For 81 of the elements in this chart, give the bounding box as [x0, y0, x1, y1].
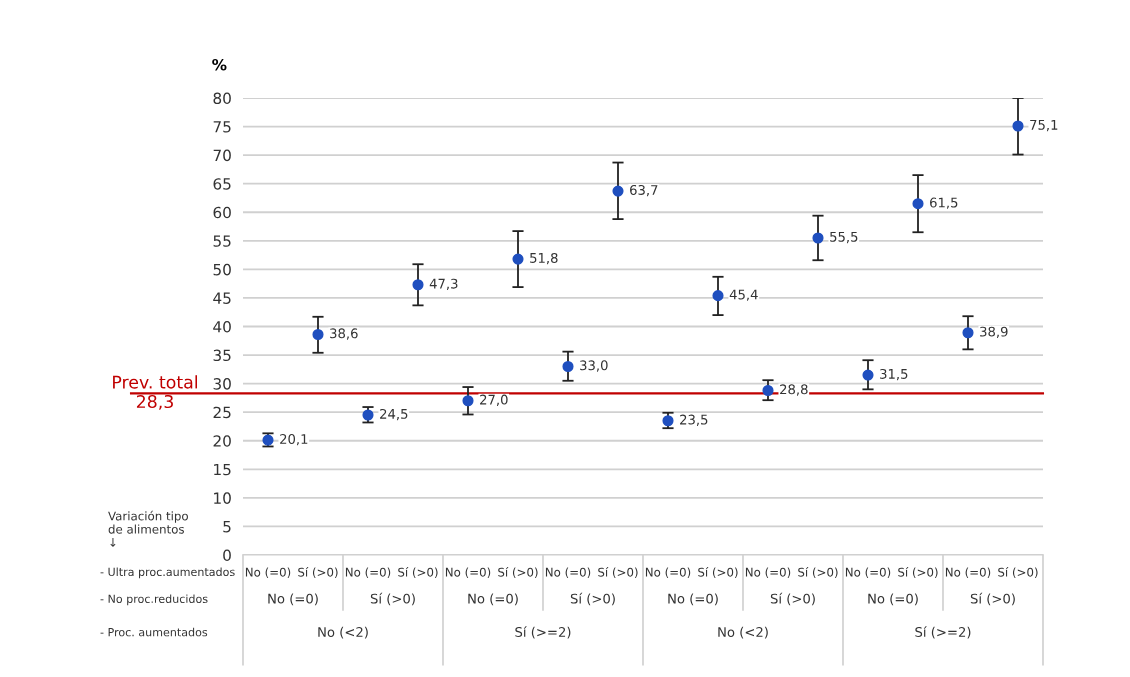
- text: Variación tipo de alimentos ↓: [108, 510, 188, 547]
- text: No (<2): [318, 626, 368, 639]
- x-tick-label: No (=0): [945, 567, 991, 579]
- y-tick-label: 80: [213, 92, 231, 105]
- data-label: 61,5: [930, 197, 958, 209]
- x-tick-label: Sí (>0): [998, 567, 1038, 579]
- data-label: 75,1: [1030, 120, 1058, 132]
- y-tick-label: 35: [213, 349, 231, 362]
- x-tick-label: No (=0): [545, 567, 591, 579]
- x-tick-label: Sí (>0): [598, 567, 638, 579]
- y-axis-title: %: [212, 58, 227, 71]
- text: Sí (>0): [970, 592, 1015, 606]
- point: [812, 232, 824, 244]
- data-label: 63,7: [630, 184, 658, 197]
- text: - Proc. aumentados: [100, 627, 208, 637]
- y-tick-label: 60: [213, 206, 231, 219]
- point: [562, 360, 574, 373]
- point: [912, 198, 924, 210]
- text: Sí (>0): [370, 592, 415, 606]
- x-tick-label: Sí (>0): [498, 567, 538, 579]
- data-label: 55,5: [830, 231, 858, 244]
- point: [512, 253, 524, 265]
- y-tick-label: 70: [213, 149, 231, 162]
- x-tick-label: Sí (>0): [398, 567, 438, 579]
- data-label: 28,8: [780, 384, 808, 396]
- y-tick-label: 45: [213, 292, 231, 304]
- y-tick-label: 75: [213, 121, 231, 133]
- text: No (=0): [668, 593, 718, 606]
- y-tick-label: 65: [213, 178, 231, 190]
- data-label: 45,4: [729, 289, 758, 301]
- ref-line-label: Prev. total 28,3: [113, 375, 197, 410]
- text: No (=0): [468, 593, 518, 606]
- text: Sí (>0): [770, 592, 815, 606]
- data-label: 51,8: [530, 252, 558, 265]
- point: [412, 279, 424, 291]
- point: [762, 384, 774, 397]
- y-tick-label: 30: [213, 378, 231, 390]
- point: [312, 328, 324, 341]
- data-label: 20,1: [280, 434, 308, 446]
- data-label: 38,9: [980, 326, 1008, 338]
- y-tick-label: 50: [213, 263, 231, 276]
- x-tick-label: No (=0): [645, 567, 691, 579]
- data-label: 27,0: [480, 394, 508, 406]
- point: [612, 185, 624, 197]
- data-label: 23,5: [680, 414, 708, 426]
- data-label: 47,3: [429, 278, 458, 290]
- y-tick-label: 10: [214, 492, 231, 504]
- y-tick-label: 5: [223, 521, 231, 533]
- x-tick-label: No (=0): [245, 567, 291, 579]
- x-tick-label: Sí (>0): [298, 567, 338, 579]
- point: [462, 395, 474, 407]
- x-tick-label: No (=0): [845, 567, 891, 579]
- point: [1012, 120, 1024, 132]
- data-label: 38,6: [330, 328, 358, 340]
- y-tick-label: 20: [213, 435, 231, 447]
- x-tick-label: No (=0): [445, 567, 491, 579]
- x-tick-label: No (=0): [745, 567, 791, 579]
- point: [962, 327, 974, 339]
- text: No (<2): [718, 626, 768, 639]
- y-tick-label: 55: [213, 235, 231, 247]
- data-label: 24,5: [380, 408, 408, 421]
- text: Sí (>=2): [915, 626, 971, 639]
- text: No (=0): [268, 593, 318, 606]
- x-tick-label: Sí (>0): [898, 567, 938, 579]
- point: [862, 369, 874, 381]
- text: - Ultra proc.aumentados: [100, 567, 235, 579]
- y-tick-label: 0: [223, 549, 231, 562]
- data-label: 31,5: [880, 368, 908, 381]
- x-tick-label: Sí (>0): [798, 567, 838, 579]
- y-tick-label: 15: [214, 463, 231, 476]
- text: - No proc.reducidos: [100, 594, 208, 606]
- point: [712, 290, 724, 302]
- x-tick-label: No (=0): [345, 567, 391, 579]
- point: [662, 415, 674, 427]
- data-label: 33,0: [580, 360, 608, 372]
- y-tick-label: 25: [213, 406, 231, 419]
- text: No (=0): [868, 593, 918, 606]
- text: Sí (>0): [570, 592, 615, 606]
- x-tick-label: Sí (>0): [698, 567, 738, 579]
- y-tick-label: 40: [213, 320, 231, 333]
- text: Sí (>=2): [515, 626, 571, 639]
